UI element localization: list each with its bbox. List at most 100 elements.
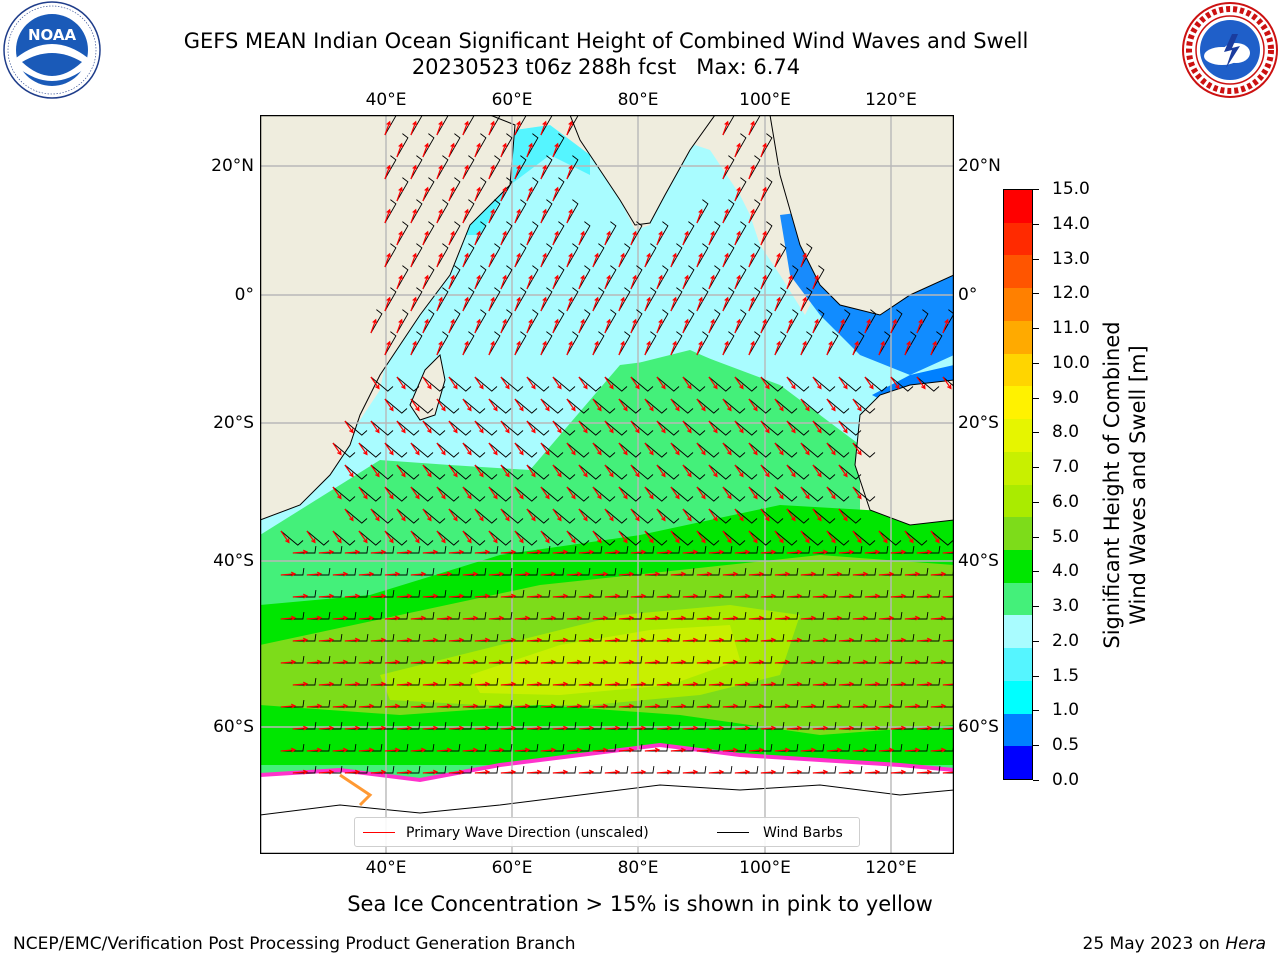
wave-direction-arrow [734,508,744,522]
wind-barb [618,398,642,414]
wave-direction-arrow [488,571,505,577]
wind-barb [540,486,564,502]
wave-direction-arrow [838,376,848,390]
wind-barb [812,678,837,686]
wave-direction-arrow [942,376,952,390]
wind-barb [488,568,513,576]
colorbar-segment [1004,680,1032,715]
wave-direction-arrow [644,530,654,544]
wave-direction-arrow [670,442,680,456]
wind-barb [800,331,813,356]
wave-direction-arrow [890,593,907,599]
wind-barb [630,766,655,774]
wind-barb [488,199,501,224]
wind-barb [280,568,305,576]
wind-barb [812,508,836,524]
wave-direction-arrow [514,571,531,577]
wave-direction-arrow [292,769,309,775]
wind-barb [566,398,590,414]
wind-barb [592,287,605,312]
colorbar-tick-label: 14.0 [1052,213,1090,234]
wind-barb [734,221,747,246]
wind-barb [774,398,798,414]
wind-barb [838,546,863,554]
wind-barb [904,530,928,546]
colorbar-tick-mark [1033,676,1039,677]
wind-barb [396,634,421,642]
wave-direction-arrow [838,318,845,334]
wave-direction-arrow [488,340,495,356]
wind-barb [800,442,824,458]
wind-barb [656,678,681,686]
wind-barb [826,398,850,414]
wave-direction-arrow [474,637,491,643]
wind-barb [786,634,811,642]
wave-direction-arrow [306,703,323,709]
wave-direction-arrow [500,376,510,390]
wind-barb [942,640,954,642]
wind-barb [760,133,773,158]
wind-barb [526,634,551,642]
wave-direction-arrow [540,486,550,500]
wave-direction-arrow [592,703,609,709]
wind-barb [422,221,435,246]
wind-barb [318,766,343,774]
colorbar-segment [1004,222,1032,257]
wind-barb [552,508,576,524]
wave-direction-arrow [422,230,429,246]
wave-direction-arrow [436,659,453,665]
wave-direction-arrow [656,549,673,555]
wave-direction-arrow [722,571,739,577]
lon-tick-top: 100°E [739,90,791,110]
wind-barb [358,744,383,752]
wave-direction-arrow [370,681,387,687]
wind-barb [786,464,810,480]
wind-barb [748,486,772,502]
wind-barb [540,243,553,268]
wind-barb [526,508,550,524]
wave-direction-arrow [384,615,401,621]
wave-direction-arrow [540,659,557,665]
wind-barb [514,199,527,224]
wave-direction-arrow [644,398,654,412]
wind-barb [618,530,642,546]
wind-barb [384,199,397,224]
colorbar-segment [1004,353,1032,388]
lat-tick-right: 0° [958,285,978,305]
wind-barb [604,678,629,686]
wind-barb [878,530,902,546]
wave-direction-arrow [358,659,375,665]
wave-direction-arrow [384,252,391,268]
wave-direction-arrow [396,142,403,158]
wave-direction-arrow [774,703,791,709]
wind-barb [344,590,369,598]
wind-barb [436,612,461,620]
wave-direction-arrow [774,252,781,268]
wind-barb [540,744,565,752]
wave-direction-arrow [774,398,784,412]
wave-direction-arrow [566,486,576,500]
wind-barb [514,287,527,312]
colorbar-tick-mark [1033,328,1039,329]
wave-direction-arrow [670,571,687,577]
wind-barb [734,722,759,730]
wind-barb [474,376,498,392]
colorbar-tick-mark [1033,432,1039,433]
wave-direction-arrow [722,530,732,544]
wave-direction-arrow [708,508,718,522]
wave-direction-arrow [812,549,829,555]
wave-direction-arrow [864,318,871,334]
wind-barb [448,508,472,524]
colorbar-tick-mark [1033,780,1039,781]
wind-barb [618,612,643,620]
wave-direction-arrow [826,747,843,753]
wind-barb [344,678,369,686]
colorbar-tick-label: 3.0 [1052,596,1080,617]
wind-barb [670,656,695,664]
wind-barb [384,486,408,502]
lat-tick-right: 20°S [958,413,999,433]
wind-barb [890,678,915,686]
wind-barb [566,243,579,268]
wave-direction-arrow [318,681,335,687]
wave-direction-arrow [864,549,881,555]
